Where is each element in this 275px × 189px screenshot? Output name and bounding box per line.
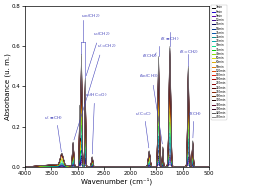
Y-axis label: Absorbance (u. m.): Absorbance (u. m.)	[4, 53, 11, 120]
Text: $\nu$($\equiv$CH): $\nu$($\equiv$CH)	[44, 114, 64, 121]
Text: $\delta$(=CH$_2$): $\delta$(=CH$_2$)	[179, 49, 199, 56]
Text: $\nu_{s}$(HC=O): $\nu_{s}$(HC=O)	[85, 91, 108, 98]
Text: $\delta$($\equiv$CH): $\delta$($\equiv$CH)	[160, 35, 180, 42]
Text: $\delta$(CH): $\delta$(CH)	[188, 110, 202, 117]
Text: $\delta$(CH$_2$): $\delta$(CH$_2$)	[142, 53, 158, 60]
Text: $\nu_{as}$(CH$_2$): $\nu_{as}$(CH$_2$)	[81, 13, 100, 20]
Text: $\nu$(=CH$_2$): $\nu$(=CH$_2$)	[97, 43, 116, 50]
Legend: 3min, 6min, 9min, 12min, 15min, 18min, 21min, 24min, 27min, 30min, 35min, 40min,: 3min, 6min, 9min, 12min, 15min, 18min, 2…	[211, 5, 227, 120]
X-axis label: Wavenumber (cm⁻¹): Wavenumber (cm⁻¹)	[81, 177, 153, 185]
Text: $\nu$(C=C): $\nu$(C=C)	[135, 110, 152, 117]
Text: $\nu_{s}$(CH$_2$): $\nu_{s}$(CH$_2$)	[93, 31, 111, 38]
Text: $\delta_{as}$(CH$_3$): $\delta_{as}$(CH$_3$)	[139, 73, 159, 81]
